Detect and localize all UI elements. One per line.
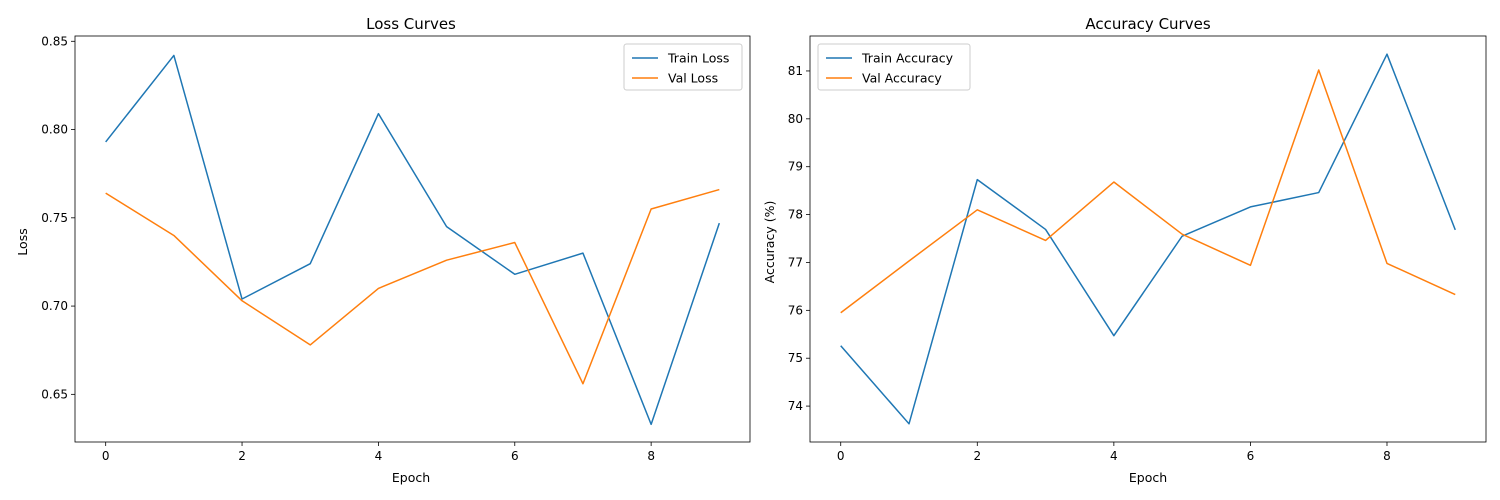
accuracy-series-line-train-accuracy	[840, 53, 1456, 425]
loss-chart-title: Loss Curves	[366, 15, 456, 33]
loss-x-tick-label: 2	[238, 449, 246, 463]
loss-x-tick-label: 0	[102, 449, 110, 463]
accuracy-legend-label-train-accuracy: Train Accuracy	[861, 51, 954, 66]
accuracy-y-tick-label: 75	[788, 351, 803, 365]
accuracy-x-tick-label: 6	[1247, 449, 1255, 463]
accuracy-x-tick-label: 4	[1110, 449, 1118, 463]
loss-y-tick-label: 0.70	[41, 299, 68, 313]
accuracy-y-tick-label: 76	[788, 303, 803, 317]
accuracy-legend: Train Accuracy Val Accuracy	[817, 43, 971, 91]
accuracy-chart-title: Accuracy Curves	[1085, 15, 1211, 33]
accuracy-y-tick-label: 81	[788, 64, 803, 78]
accuracy-x-tick-label: 2	[973, 449, 981, 463]
accuracy-y-tick-label: 74	[788, 399, 803, 413]
accuracy-y-tick-label: 80	[788, 112, 803, 126]
accuracy-plot-frame	[809, 35, 1487, 443]
accuracy-legend-label-val-accuracy: Val Accuracy	[862, 71, 942, 86]
loss-legend-label-train-loss: Train Loss	[667, 51, 729, 66]
loss-legend: Train Loss Val Loss	[623, 43, 743, 91]
loss-y-tick-label: 0.65	[41, 387, 68, 401]
loss-x-tick-label: 4	[375, 449, 383, 463]
loss-y-tick-label: 0.80	[41, 123, 68, 137]
accuracy-chart-panel: Accuracy Curves Epoch Accuracy (%) 0 2 4 6 8…	[762, 15, 1487, 485]
accuracy-y-tick-label: 79	[788, 160, 803, 174]
loss-y-tick-label: 0.75	[41, 211, 68, 225]
accuracy-x-axis-label: Epoch	[1129, 470, 1167, 485]
accuracy-legend-box	[817, 43, 971, 91]
loss-series-line-val-loss	[105, 188, 720, 385]
accuracy-x-tick-label: 0	[837, 449, 845, 463]
loss-plot-frame	[74, 35, 751, 443]
loss-legend-label-val-loss: Val Loss	[668, 71, 718, 86]
accuracy-y-axis-label: Accuracy (%)	[762, 201, 777, 284]
accuracy-y-tick-label: 77	[788, 255, 803, 269]
accuracy-y-tick-label: 78	[788, 208, 803, 222]
loss-x-tick-label: 8	[647, 449, 655, 463]
loss-chart-panel: Loss Curves Epoch Loss 0 2 4 6 8 0.65 0.70 0.75…	[15, 15, 751, 485]
loss-series-line-train-loss	[105, 54, 721, 426]
accuracy-series-line-val-accuracy	[840, 69, 1456, 314]
accuracy-x-tick-label: 8	[1383, 449, 1391, 463]
loss-y-tick-label: 0.85	[41, 34, 68, 48]
loss-x-tick-label: 6	[511, 449, 519, 463]
loss-x-axis-label: Epoch	[392, 470, 430, 485]
loss-y-axis-label: Loss	[15, 228, 30, 255]
